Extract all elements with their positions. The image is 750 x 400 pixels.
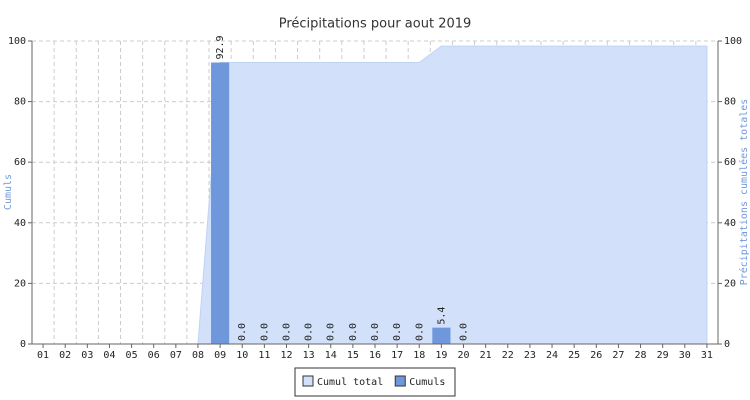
x-tick-label: 14 [325,350,337,361]
legend-label: Cumul total [317,377,383,388]
legend-box [294,367,456,397]
value-label: 0.0 [281,323,292,341]
value-label: 0.0 [348,323,359,341]
y-tick-label: 80 [14,97,26,108]
x-tick-label: 13 [303,350,315,361]
value-label: 0.0 [392,323,403,341]
legend-label: Cumuls [409,377,445,388]
y2-axis-label: Précipitations cumulées totales [738,99,750,286]
x-tick-label: 06 [148,350,160,361]
x-tick-label: 01 [37,350,49,361]
x-tick-label: 30 [679,350,691,361]
bar [211,62,230,344]
x-tick-label: 16 [369,350,381,361]
x-tick-label: 26 [590,350,602,361]
bar [432,327,451,344]
x-tick-label: 10 [236,350,248,361]
area [197,45,708,345]
x-tick-label: 15 [347,350,359,361]
y2-tick-label: 40 [724,218,736,229]
value-label: 0.0 [370,323,381,341]
value-label: 0.0 [326,323,337,341]
y-tick-label: 100 [8,36,26,47]
x-tick-label: 24 [546,350,558,361]
value-label: 0.0 [414,323,425,341]
x-tick-label: 11 [258,350,270,361]
y2-tick-label: 80 [724,97,736,108]
y2-tick-label: 0 [724,339,730,350]
x-tick-label: 18 [413,350,425,361]
value-label: 5.4 [436,307,447,325]
x-tick-label: 20 [457,350,469,361]
x-tick-label: 03 [81,350,93,361]
y2-tick-label: 60 [724,157,736,168]
x-tick-label: 21 [480,350,492,361]
value-label: 0.0 [237,323,248,341]
y-tick-label: 0 [20,339,26,350]
x-tick-label: 12 [280,350,292,361]
x-tick-label: 29 [657,350,669,361]
x-tick-label: 22 [502,350,514,361]
y-axis-label: Cumuls [3,174,14,210]
x-tick-label: 02 [59,350,71,361]
x-tick-label: 28 [635,350,647,361]
x-tick-label: 08 [192,350,204,361]
value-label: 0.0 [459,323,470,341]
legend-swatch [394,375,406,387]
y-tick-label: 60 [14,157,26,168]
value-label: 0.0 [304,323,315,341]
y-tick-label: 40 [14,218,26,229]
y2-tick-label: 100 [724,36,742,47]
x-tick-label: 31 [701,350,713,361]
x-tick-label: 09 [214,350,226,361]
x-tick-label: 25 [568,350,580,361]
x-tick-label: 19 [435,350,447,361]
chart-title: Précipitations pour aout 2019 [279,17,472,32]
value-label: 0.0 [259,323,270,341]
y2-tick-label: 20 [724,278,736,289]
x-tick-label: 07 [170,350,182,361]
x-tick-label: 05 [126,350,138,361]
y-tick-label: 20 [14,278,26,289]
x-tick-label: 27 [612,350,624,361]
x-tick-label: 04 [103,350,115,361]
value-label: 92.9 [215,35,226,59]
x-tick-label: 23 [524,350,536,361]
x-tick-label: 17 [391,350,403,361]
legend-swatch [302,375,314,387]
